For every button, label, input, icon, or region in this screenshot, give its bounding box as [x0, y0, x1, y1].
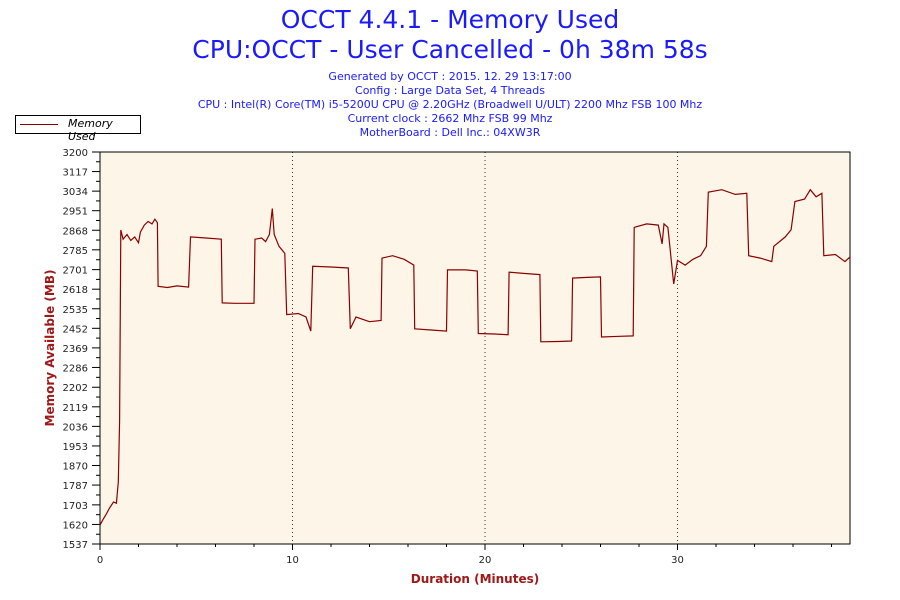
- y-tick-label: 2618: [63, 285, 88, 296]
- y-tick-label: 2286: [63, 363, 88, 374]
- info-cpu: CPU : Intel(R) Core(TM) i5-5200U CPU @ 2…: [197, 98, 703, 111]
- y-tick-label: 2452: [63, 324, 88, 335]
- y-tick-label: 2868: [63, 226, 88, 237]
- x-tick-label: 20: [479, 555, 492, 566]
- series-memory-used-line: [99, 188, 851, 526]
- legend-line-swatch: [20, 124, 58, 125]
- plot-border: [99, 151, 851, 545]
- y-tick-label: 2369: [63, 344, 88, 355]
- x-axis-label: Duration (Minutes): [411, 572, 539, 586]
- y-axis-label: Memory Available (MB): [43, 270, 57, 427]
- info-generated: Generated by OCCT : 2015. 12. 29 13:17:0…: [328, 70, 572, 83]
- info-config: Config : Large Data Set, 4 Threads: [355, 84, 545, 97]
- y-tick-label: 1787: [63, 481, 88, 492]
- chart-title: OCCT 4.4.1 - Memory Used: [280, 5, 620, 34]
- info-motherboard: MotherBoard : Dell Inc.: 04XW3R: [359, 126, 541, 139]
- y-tick-label: 3200: [63, 148, 88, 159]
- y-tick-label: 1620: [63, 520, 88, 531]
- chart-subtitle: CPU:OCCT - User Cancelled - 0h 38m 58s: [192, 35, 708, 64]
- y-tick-label: 3117: [63, 168, 88, 179]
- y-tick-label: 3034: [63, 187, 88, 198]
- legend: Memory Used: [15, 115, 141, 143]
- y-tick-label: 2701: [63, 266, 88, 277]
- legend-label: Memory Used: [68, 117, 113, 143]
- y-tick-label: 2119: [63, 403, 88, 414]
- y-tick-label: 1870: [63, 462, 88, 473]
- x-tick-label: 10: [286, 555, 299, 566]
- y-tick-label: 2785: [63, 246, 88, 257]
- y-tick-label: 1703: [63, 501, 88, 512]
- y-tick-label: 2202: [63, 383, 88, 394]
- y-tick-label: 1953: [63, 442, 88, 453]
- y-tick-label: 2036: [63, 422, 88, 433]
- x-tick-label: 30: [671, 555, 684, 566]
- y-tick-label: 1537: [63, 540, 88, 551]
- y-tick-label: 2951: [63, 207, 88, 218]
- plot-area: [100, 152, 850, 544]
- y-tick-label: 2535: [63, 305, 88, 316]
- info-clock: Current clock : 2662 Mhz FSB 99 Mhz: [347, 112, 553, 125]
- x-tick-label: 0: [97, 555, 103, 566]
